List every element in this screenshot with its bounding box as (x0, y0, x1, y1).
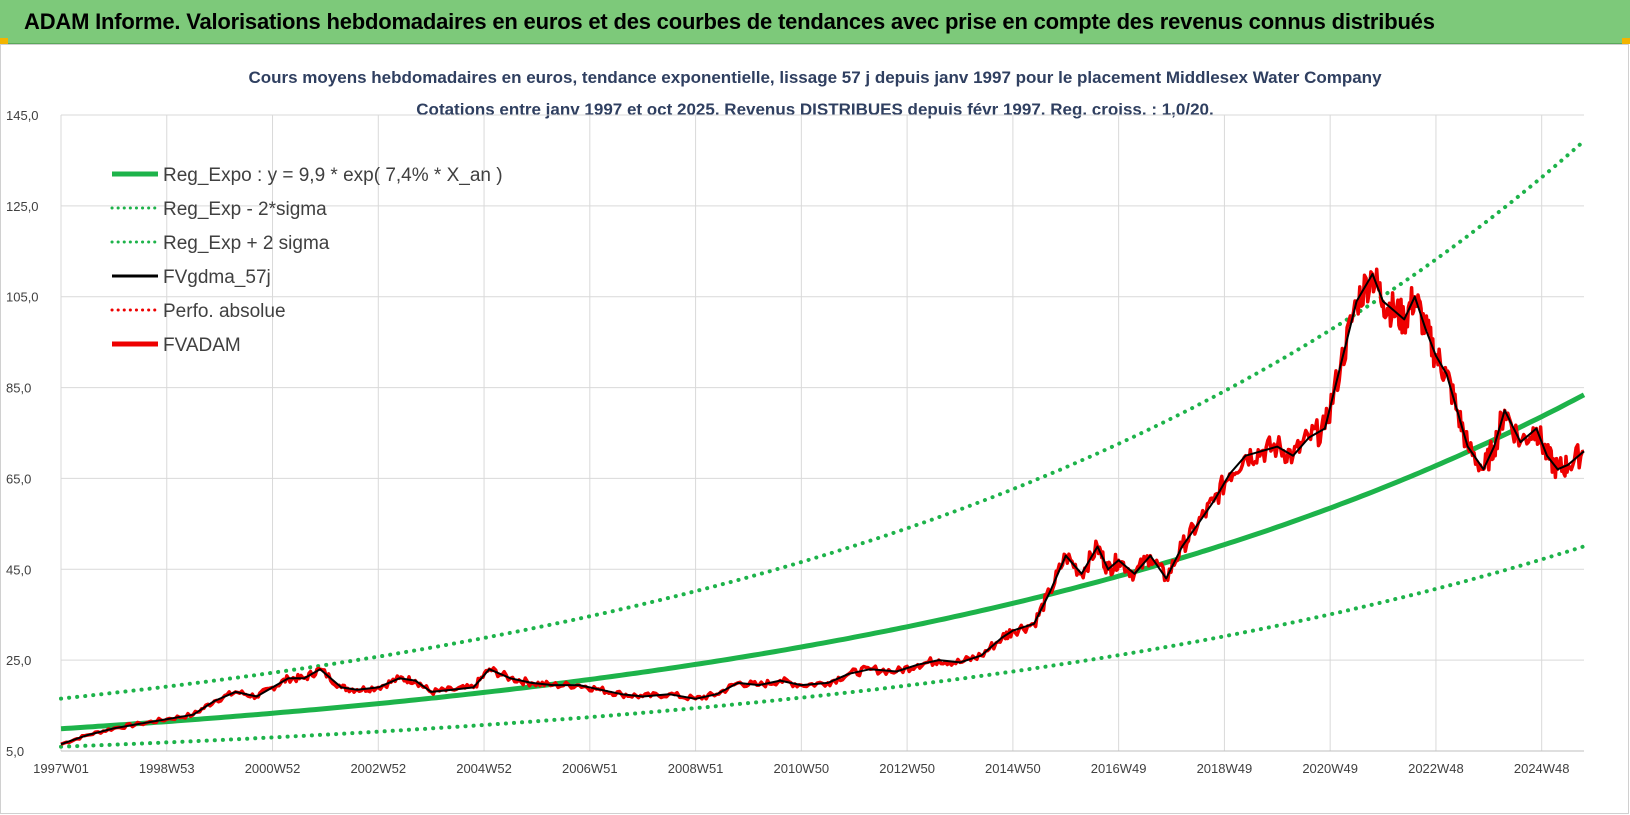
x-tick-label: 2014W50 (985, 761, 1041, 776)
legend-label: FVADAM (163, 335, 241, 356)
x-tick-label: 2006W51 (562, 761, 618, 776)
y-tick-label: 65,0 (6, 471, 31, 486)
x-tick-label: 2010W50 (774, 761, 830, 776)
x-tick-label: 2018W49 (1197, 761, 1253, 776)
legend-label: FVgdma_57j (163, 267, 271, 288)
x-tick-label: 2016W49 (1091, 761, 1147, 776)
series-fvgdma-57j (60, 273, 1585, 746)
corner-marker-right (1622, 38, 1630, 44)
report-header: ADAM Informe. Valorisations hebdomadaire… (0, 0, 1630, 44)
chart-subtitle: Cotations entre janv 1997 et oct 2025. R… (416, 100, 1214, 119)
y-tick-label: 125,0 (6, 199, 39, 214)
x-tick-label: 2000W52 (245, 761, 301, 776)
x-tick-label: 2002W52 (350, 761, 406, 776)
y-tick-label: 145,0 (6, 108, 39, 123)
x-tick-label: 1998W53 (139, 761, 195, 776)
series-reg-exp-minus-2sigma (59, 544, 1586, 749)
x-tick-label: 1997W01 (33, 761, 89, 776)
chart-title: Cours moyens hebdomadaires en euros, ten… (248, 68, 1382, 87)
series-fvadam (60, 267, 1585, 746)
corner-marker-left (0, 38, 8, 44)
x-tick-label: 2012W50 (879, 761, 935, 776)
y-tick-label: 25,0 (6, 653, 31, 668)
series-reg-expo (60, 392, 1586, 732)
x-tick-label: 2022W48 (1408, 761, 1464, 776)
y-tick-label: 85,0 (6, 381, 31, 396)
legend: Reg_Expo : y = 9,9 * exp( 7,4% * X_an ) R… (110, 165, 503, 356)
x-tick-label: 2004W52 (456, 761, 512, 776)
x-tick-label: 2024W48 (1514, 761, 1570, 776)
series-reg-exp-plus-2sigma (59, 138, 1586, 701)
legend-label: Reg_Expo : y = 9,9 * exp( 7,4% * X_an ) (163, 165, 503, 186)
x-tick-label: 2008W51 (668, 761, 724, 776)
y-tick-label: 5,0 (6, 744, 24, 759)
report-title: ADAM Informe. Valorisations hebdomadaire… (24, 9, 1435, 34)
legend-label: Perfo. absolue (163, 301, 286, 322)
x-tick-label: 2020W49 (1302, 761, 1358, 776)
y-tick-label: 45,0 (6, 562, 31, 577)
y-tick-label: 105,0 (6, 290, 39, 305)
legend-label: Reg_Exp + 2 sigma (163, 233, 330, 254)
legend-label: Reg_Exp - 2*sigma (163, 199, 327, 220)
